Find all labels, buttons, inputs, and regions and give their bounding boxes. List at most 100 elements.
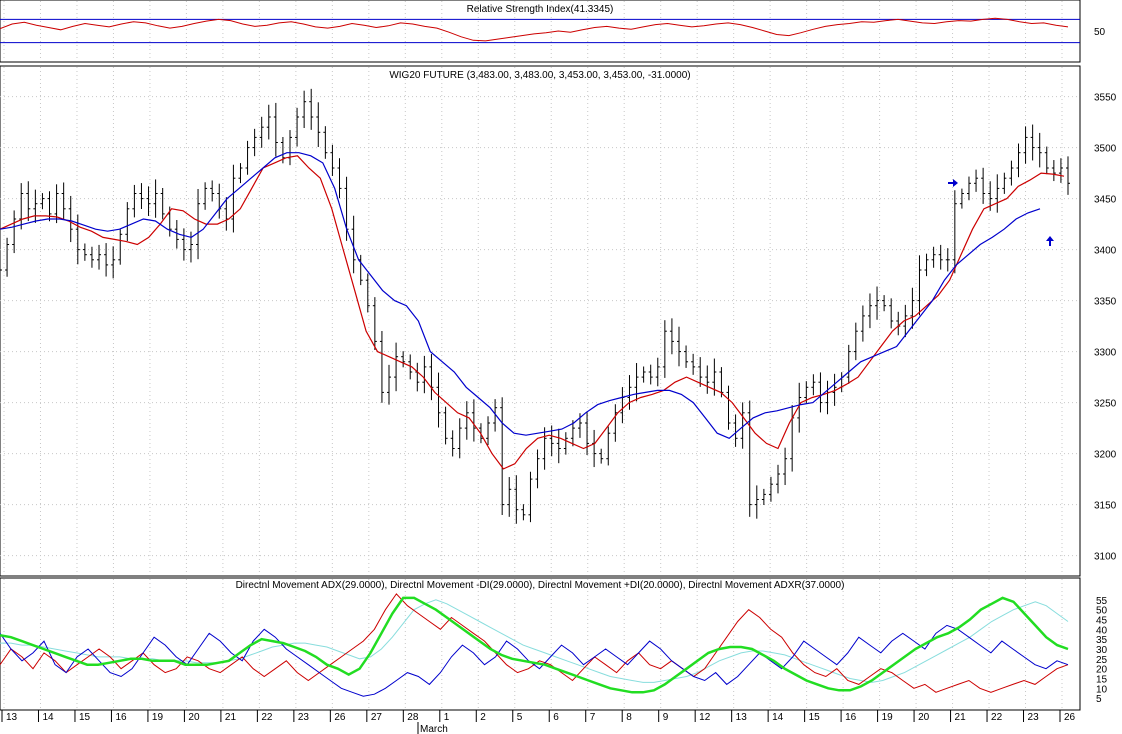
x-tick-label: 27 (371, 712, 383, 723)
price-bar (471, 399, 476, 442)
price-bar (726, 385, 731, 430)
x-tick-label: 19 (152, 712, 164, 723)
x-tick-label: 21 (225, 712, 237, 723)
price-panel: 3100 3150 3200 3250 3300 3350 3400 3450 3500 3550… (0, 65, 1117, 577)
x-tick-label: 22 (991, 712, 1003, 723)
price-bar (111, 246, 116, 279)
x-tick-label: 13 (736, 712, 748, 723)
price-bar (210, 180, 215, 202)
price-bar (436, 372, 441, 428)
price-tick-label: 3400 (1094, 246, 1117, 257)
price-bar (917, 255, 922, 316)
price-bar (139, 183, 144, 210)
x-tick-label: 5 (517, 712, 523, 723)
price-bars (0, 88, 1070, 524)
price-bar (450, 430, 455, 457)
x-tick-label: 13 (6, 712, 18, 723)
dmi-tick-label: 55 (1096, 596, 1108, 607)
price-bar (542, 427, 547, 470)
price-bar (853, 322, 858, 361)
price-moving-averages (0, 152, 1065, 470)
price-bar (500, 397, 505, 516)
price-bar (705, 365, 710, 394)
rsi-axis-ticks: 50 (1094, 27, 1106, 38)
price-bar (648, 364, 653, 385)
dmi-tick-label: 30 (1096, 645, 1108, 656)
x-axis: 13 14 15 16 19 20 21 22 23 26 27 28 1 2 5 6 7 8 9 12 13 14 15 1… (0, 709, 1080, 734)
dmi-tick-label: 15 (1096, 675, 1108, 686)
price-bar (669, 318, 674, 355)
price-bar (19, 183, 24, 230)
price-bar (747, 400, 752, 517)
x-tick-label: 2 (480, 712, 486, 723)
price-bar (514, 475, 519, 524)
price-bar (316, 102, 321, 147)
price-bar (655, 357, 660, 387)
x-tick-label: 8 (626, 712, 632, 723)
price-bar (203, 182, 208, 210)
x-tick-label: 21 (955, 712, 967, 723)
price-bar (429, 354, 434, 401)
price-bar (556, 428, 561, 464)
price-bar (776, 464, 781, 494)
dmi-adx-line (0, 596, 1069, 694)
price-tick-label: 3100 (1094, 552, 1117, 563)
moving-average-slow (0, 152, 1041, 439)
price-tick-label: 3350 (1094, 297, 1117, 308)
moving-average-fast (0, 155, 1065, 470)
dmi-title: Directnl Movement ADX(29.0000), Directnl… (236, 580, 845, 591)
price-tick-label: 3500 (1094, 144, 1117, 155)
price-bar (740, 402, 745, 449)
price-bar (26, 181, 31, 222)
price-bar (153, 179, 158, 218)
price-bar (768, 476, 773, 502)
price-bar (754, 485, 759, 519)
price-bar (82, 243, 87, 261)
price-bar (231, 164, 236, 233)
price-bar (1051, 160, 1056, 182)
price-bar (1044, 146, 1049, 175)
x-tick-label: 7 (590, 712, 596, 723)
x-tick-label: 26 (334, 712, 346, 723)
dmi-tick-label: 5 (1096, 694, 1102, 705)
price-bar (387, 364, 392, 405)
price-bar (585, 411, 590, 456)
price-bar (761, 488, 766, 506)
price-tick-label: 3150 (1094, 501, 1117, 512)
price-bar (493, 399, 498, 432)
price-bar (1002, 172, 1007, 194)
price-bar (68, 195, 73, 243)
price-bar (379, 330, 384, 403)
x-tick-label: 23 (298, 712, 310, 723)
price-bar (931, 246, 936, 268)
price-bar (882, 295, 887, 312)
price-bar (302, 90, 307, 129)
dmi-tick-label: 50 (1096, 606, 1108, 617)
price-bar (401, 351, 406, 368)
x-tick-label: 19 (882, 712, 894, 723)
price-bar (995, 174, 1000, 213)
price-bar (783, 447, 788, 486)
price-bar (832, 373, 837, 406)
dmi-tick-label: 35 (1096, 635, 1108, 646)
price-bar (691, 353, 696, 375)
x-tick-label: 22 (261, 712, 273, 723)
price-bar (330, 144, 335, 176)
rsi-tick-label: 50 (1094, 27, 1106, 38)
price-bar (599, 448, 604, 464)
x-tick-label: 16 (115, 712, 127, 723)
x-tick-label: 20 (918, 712, 930, 723)
price-bar (860, 305, 865, 342)
rsi-panel: 50 Relative Strength Index(41.3345) (0, 0, 1106, 63)
price-bar (309, 88, 314, 130)
price-bar (245, 140, 250, 175)
price-bar (33, 189, 38, 223)
arrow-head (953, 179, 958, 187)
price-bar (627, 375, 632, 410)
x-tick-label: 9 (663, 712, 669, 723)
price-bar (889, 298, 894, 329)
price-bar (372, 297, 377, 350)
rsi-line (0, 17, 1069, 42)
